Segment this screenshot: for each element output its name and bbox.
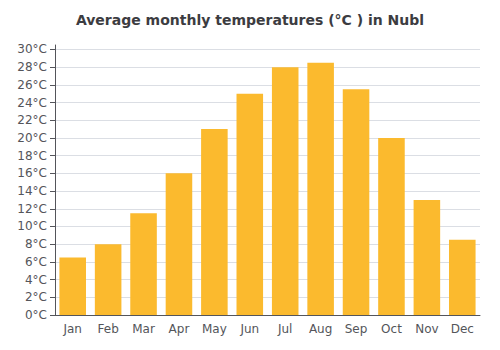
- svg-text:18°C: 18°C: [17, 149, 47, 163]
- svg-text:28°C: 28°C: [17, 60, 47, 74]
- svg-text:Oct: Oct: [381, 322, 402, 336]
- svg-text:24°C: 24°C: [17, 96, 47, 110]
- svg-text:Average monthly temperatures (: Average monthly temperatures (°C ) in Nu…: [76, 12, 424, 28]
- svg-text:30°C: 30°C: [17, 42, 47, 56]
- svg-text:Feb: Feb: [98, 322, 119, 336]
- svg-text:14°C: 14°C: [17, 184, 47, 198]
- svg-text:Aug: Aug: [309, 322, 332, 336]
- svg-text:8°C: 8°C: [25, 237, 47, 251]
- svg-text:Nov: Nov: [415, 322, 438, 336]
- svg-text:May: May: [202, 322, 227, 336]
- svg-text:Jul: Jul: [277, 322, 292, 336]
- svg-text:26°C: 26°C: [17, 78, 47, 92]
- svg-text:10°C: 10°C: [17, 219, 47, 233]
- svg-text:Sep: Sep: [345, 322, 368, 336]
- svg-text:12°C: 12°C: [17, 202, 47, 216]
- svg-text:Apr: Apr: [169, 322, 190, 336]
- svg-text:Jan: Jan: [62, 322, 82, 336]
- svg-text:0°C: 0°C: [25, 308, 47, 322]
- svg-text:Dec: Dec: [451, 322, 474, 336]
- svg-text:16°C: 16°C: [17, 166, 47, 180]
- svg-text:22°C: 22°C: [17, 113, 47, 127]
- svg-text:2°C: 2°C: [25, 290, 47, 304]
- svg-text:4°C: 4°C: [25, 273, 47, 287]
- svg-text:Jun: Jun: [239, 322, 259, 336]
- svg-text:Mar: Mar: [132, 322, 155, 336]
- svg-text:20°C: 20°C: [17, 131, 47, 145]
- svg-text:6°C: 6°C: [25, 255, 47, 269]
